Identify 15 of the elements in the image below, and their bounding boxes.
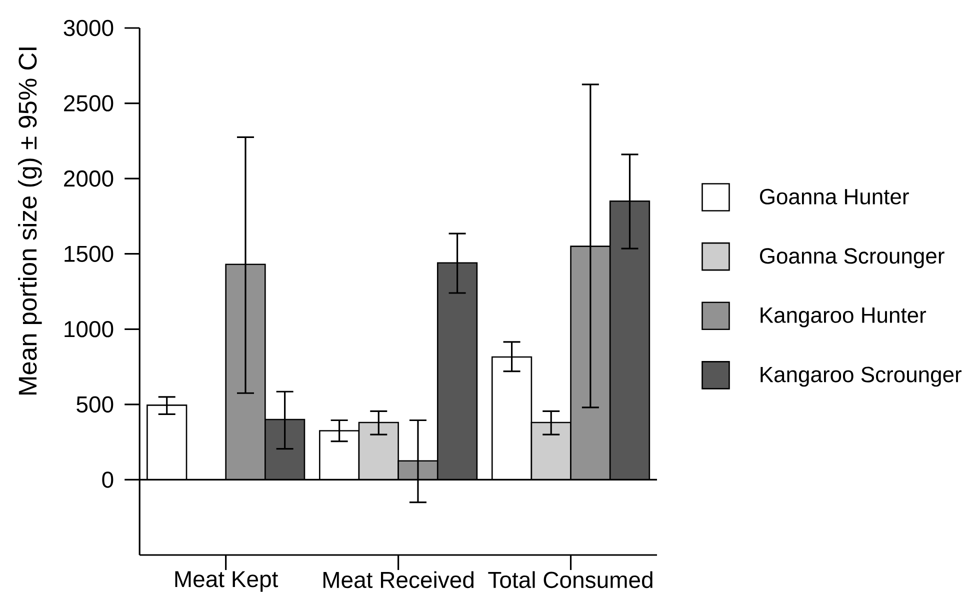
legend-label: Kangaroo Scrounger <box>760 366 962 387</box>
legend-label: Kangaroo Hunter <box>760 308 926 328</box>
y-tick-label: 1500 <box>64 246 114 262</box>
y-tick-label: 2500 <box>64 95 114 112</box>
y-tick-label: 500 <box>76 396 114 413</box>
x-tick-label: Meat Kept <box>175 571 278 592</box>
y-tick-label: 0 <box>102 472 114 488</box>
y-tick-label: 2000 <box>64 170 114 187</box>
legend-label: Goanna Hunter <box>760 188 909 204</box>
x-tick-label: Total Consumed <box>488 571 652 588</box>
y-axis-title: Mean portion size (g) ± 95% CI <box>18 48 42 394</box>
y-tick-label: 3000 <box>64 20 114 36</box>
legend-label: Goanna Scrounger <box>760 248 944 268</box>
x-tick-label: Meat Received <box>323 571 474 588</box>
y-tick-label: 1000 <box>64 320 114 338</box>
